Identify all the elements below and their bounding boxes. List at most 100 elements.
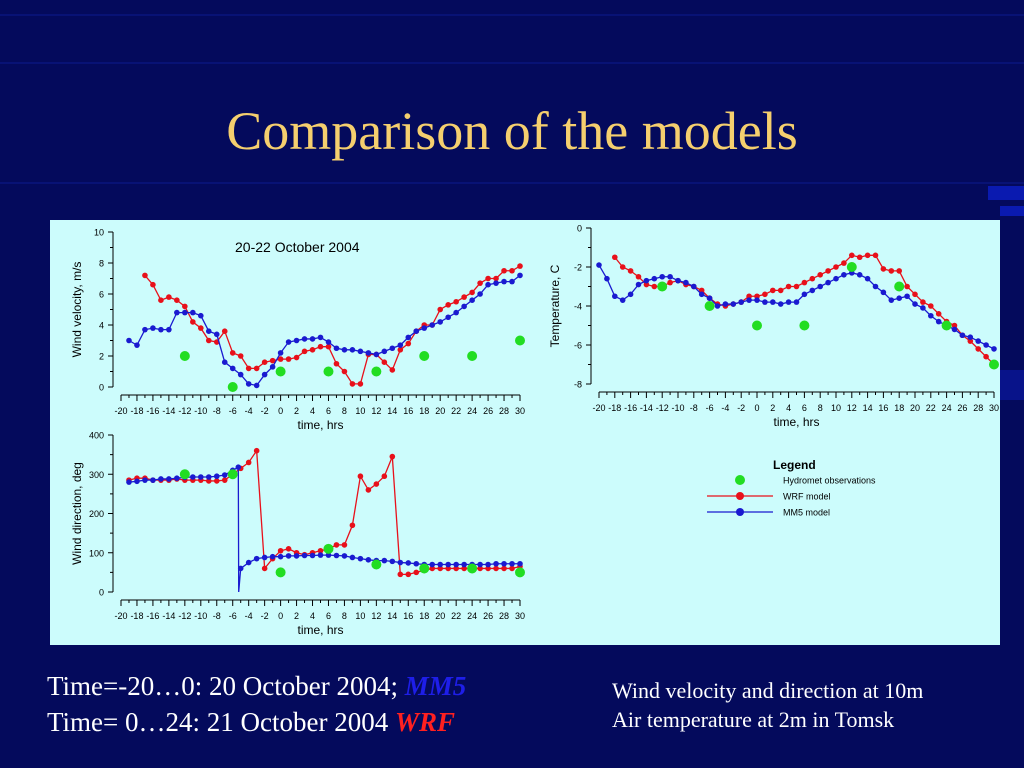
wrf-point (389, 453, 396, 460)
mm5-point (245, 559, 252, 566)
wrf-point (967, 338, 974, 344)
wrf-point (935, 311, 942, 317)
caption-text-2: Time= 0…24: 21 October 2004 (47, 707, 395, 737)
mm5-point (604, 275, 610, 282)
x-tick-label: 16 (403, 406, 413, 416)
mm5-point (643, 277, 650, 284)
wrf-point (777, 287, 784, 294)
mm5-point (397, 342, 404, 348)
obs-point (515, 567, 525, 578)
mm5-point (762, 299, 768, 305)
legend-item-mm5-label: MM5 model (783, 508, 830, 518)
x-tick-label: 14 (863, 403, 873, 413)
mm5-point (469, 297, 475, 303)
wrf-point (445, 302, 451, 308)
x-tick-label: -20 (114, 406, 127, 416)
mm5-point (126, 337, 132, 344)
x-tick-label: 30 (515, 611, 525, 621)
mm5-point (389, 345, 396, 352)
wrf-point (643, 281, 650, 288)
mm5-point (777, 301, 784, 307)
mm5-point (381, 557, 388, 564)
mm5-point (158, 476, 164, 482)
mm5-point (667, 273, 673, 280)
mm5-point (317, 334, 324, 341)
x-axis-label: time, hrs (773, 415, 819, 429)
mm5-point (293, 553, 300, 559)
mm5-point (166, 326, 172, 333)
wrf-point (833, 264, 839, 270)
wrf-point (253, 365, 260, 372)
mm5-point (253, 555, 260, 562)
mm5-point (429, 322, 436, 328)
wrf-point (357, 473, 364, 480)
mm5-point (373, 351, 380, 358)
wrf-point (317, 343, 324, 350)
y-tick-label: -8 (574, 380, 582, 390)
x-tick-label: -4 (245, 406, 253, 416)
mm5-point (309, 336, 316, 342)
legend-title: Legend (773, 458, 816, 472)
caption-right-line-1: Wind velocity and direction at 10m (612, 678, 924, 703)
wrf-point (880, 266, 887, 272)
x-tick-label: 10 (831, 403, 841, 413)
x-tick-label: 16 (878, 403, 888, 413)
x-tick-label: -18 (130, 406, 143, 416)
wrf-point (801, 279, 808, 286)
legend-item-wrf-label: WRF model (783, 492, 831, 502)
mm5-point (691, 283, 697, 290)
wrf-point (229, 350, 236, 356)
x-tick-label: 0 (754, 403, 759, 413)
wrf-point (635, 273, 642, 280)
x-tick-label: 28 (499, 611, 509, 621)
obs-point (515, 335, 525, 346)
caption-left: Time=-20…0: 20 October 2004; MM5 Time= 0… (47, 668, 466, 740)
mm5-point (126, 479, 132, 485)
wrf-point (237, 353, 244, 359)
wrf-point (142, 272, 148, 279)
obs-point (179, 351, 190, 361)
x-tick-label: -10 (194, 611, 207, 621)
caption-right: Wind velocity and direction at 10m Air t… (612, 676, 923, 734)
mm5-point (182, 309, 188, 316)
mm5-point (651, 275, 658, 282)
wrf-point (373, 481, 380, 487)
x-tick-label: 18 (419, 611, 429, 621)
obs-point (799, 320, 810, 331)
x-tick-label: 26 (957, 403, 967, 413)
x-tick-label: -12 (656, 403, 669, 413)
wrf-point (461, 565, 467, 572)
wrf-point (619, 264, 626, 270)
x-tick-label: -4 (245, 611, 253, 621)
mm5-point (596, 262, 602, 268)
mm5-point (912, 301, 918, 307)
wrf-point (762, 291, 768, 298)
wrf-point (277, 356, 284, 362)
mm5-point (235, 464, 242, 470)
mm5-point (293, 337, 300, 344)
x-tick-label: 6 (326, 406, 331, 416)
wrf-point (150, 281, 156, 288)
wrf-point (397, 571, 404, 578)
x-tick-label: -12 (178, 406, 191, 416)
wrf-series-line (144, 265, 521, 385)
wrf-point (461, 294, 467, 300)
mm5-point (437, 561, 444, 568)
x-tick-label: 26 (483, 406, 493, 416)
wrf-point (166, 294, 172, 300)
x-tick-label: -12 (178, 611, 191, 621)
obs-point (846, 262, 857, 272)
wrf-point (825, 268, 831, 274)
wrf-point (325, 343, 332, 350)
wrf-point (983, 353, 989, 360)
mm5-point (190, 309, 196, 316)
wrf-point (517, 263, 523, 269)
x-tick-label: 12 (371, 406, 381, 416)
mm5-point (317, 552, 324, 558)
y-tick-label: -2 (574, 263, 582, 273)
mm5-point (746, 297, 752, 303)
wrf-point (746, 293, 752, 300)
mm5-point (198, 474, 204, 480)
x-tick-label: -18 (608, 403, 621, 413)
